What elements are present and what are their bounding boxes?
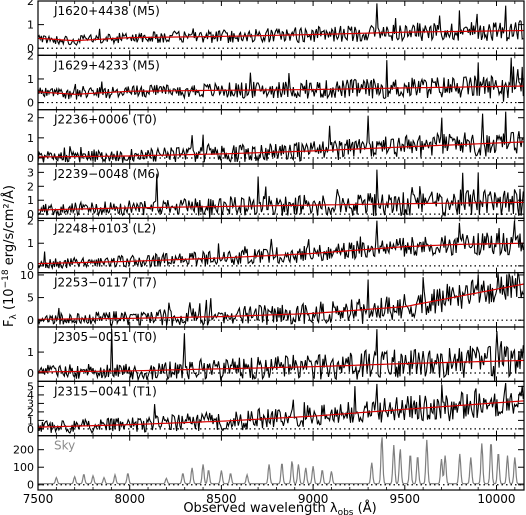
sky-spectrum-line bbox=[38, 437, 524, 485]
y-tick-label: 2 bbox=[27, 406, 34, 419]
y-tick-label: 2 bbox=[27, 112, 34, 125]
y-tick-label: 5 bbox=[27, 292, 34, 305]
y-tick-label: 10 bbox=[20, 269, 34, 282]
panel-8: 0 100 200 Sky bbox=[13, 435, 525, 492]
spectrum-line bbox=[37, 57, 524, 102]
x-tick-label: 9000 bbox=[298, 492, 329, 506]
y-tick-label: 1 bbox=[27, 19, 34, 32]
panel-0: 0 1 2 J1620+4438 (M5) bbox=[27, 0, 525, 56]
y-tick-label: 2 bbox=[27, 215, 34, 228]
panel-label: J2305−0051 (T0) bbox=[53, 330, 157, 344]
y-tick-label: 2 bbox=[27, 49, 34, 62]
template-fit-line bbox=[37, 141, 525, 158]
panel-5: 0 5 10 J2253−0117 (T7) bbox=[20, 269, 525, 328]
y-tick-label: 1 bbox=[27, 194, 34, 207]
y-tick-label: 0 bbox=[27, 260, 34, 273]
x-tick-label: 8500 bbox=[206, 492, 237, 506]
panel-6: 0 1 J2305−0051 (T0) bbox=[27, 326, 525, 382]
y-tick-label: 0 bbox=[27, 42, 34, 55]
y-tick-label: 0 bbox=[27, 423, 34, 436]
y-tick-label: 100 bbox=[13, 461, 34, 474]
y-axis-label-exp: −18 bbox=[1, 269, 11, 288]
y-tick-label: 0 bbox=[27, 152, 34, 165]
y-tick-label: 0 bbox=[27, 97, 34, 110]
y-tick-label: 0 bbox=[27, 479, 34, 492]
y-tick-label: 0 bbox=[27, 367, 34, 380]
spectrum-line bbox=[37, 220, 524, 271]
spectrum-line bbox=[37, 169, 524, 218]
x-axis-label: Observed wavelength λobs (Å) bbox=[183, 500, 376, 515]
panel-label: J2239−0048 (M6) bbox=[53, 167, 160, 181]
y-tick-label: 2 bbox=[27, 180, 34, 193]
x-tick-label: 9500 bbox=[390, 492, 421, 506]
template-fit-line bbox=[37, 400, 525, 428]
panel-4: 0 1 2 J2248+0103 (L2) bbox=[27, 215, 525, 274]
y-tick-label: 0 bbox=[27, 208, 34, 221]
panel-label: J2315−0041 (T1) bbox=[53, 384, 157, 398]
panel-2: 0 1 2 J2236+0006 (T0) bbox=[27, 109, 525, 165]
template-fit-line bbox=[37, 242, 525, 265]
panel-label: J1620+4438 (M5) bbox=[53, 4, 160, 18]
panel-label: J2248+0103 (L2) bbox=[53, 221, 156, 235]
x-axis-label-main: Observed wavelength λ bbox=[183, 501, 338, 515]
y-tick-label: 3 bbox=[27, 397, 34, 410]
template-fit-line bbox=[38, 359, 525, 373]
y-axis-label: Fλ (10−18 erg/s/cm²/Å) bbox=[1, 185, 19, 327]
y-axis-label-unit: erg/s/cm²/Å) bbox=[1, 185, 17, 269]
template-fit-line bbox=[37, 29, 525, 42]
panel-label: Sky bbox=[54, 439, 75, 453]
panel-label: J1629+4233 (M5) bbox=[53, 58, 160, 72]
y-tick-label: 2 bbox=[27, 0, 34, 8]
x-tick-label: 8000 bbox=[114, 492, 145, 506]
template-fit-line bbox=[38, 283, 525, 320]
x-tick-label: 10000 bbox=[477, 492, 515, 506]
y-tick-label: 1 bbox=[27, 132, 34, 145]
y-tick-label: 1 bbox=[27, 346, 34, 359]
x-tick-label: 7500 bbox=[23, 492, 54, 506]
panel-label: J2236+0006 (T0) bbox=[53, 113, 157, 127]
y-axis-label-main: F bbox=[2, 320, 17, 327]
template-fit-line bbox=[37, 85, 525, 95]
y-tick-label: 5 bbox=[27, 380, 34, 393]
y-tick-label: 1 bbox=[27, 73, 34, 86]
y-tick-label: 0 bbox=[27, 314, 34, 327]
panel-label: J2253−0117 (T7) bbox=[53, 276, 157, 290]
panel-1: 0 1 2 J1629+4233 (M5) bbox=[27, 49, 525, 111]
spectrum-line bbox=[37, 111, 524, 164]
x-axis-label-sub: obs bbox=[338, 508, 354, 515]
y-tick-label: 4 bbox=[27, 389, 34, 402]
y-axis-label-open: (10 bbox=[2, 288, 17, 314]
x-axis: 7500 8000 8500 9000 9500 10000 bbox=[23, 492, 516, 506]
y-tick-label: 1 bbox=[27, 414, 34, 427]
y-tick-label: 3 bbox=[27, 166, 34, 179]
x-axis-label-unit: (Å) bbox=[353, 500, 376, 515]
template-fit-line bbox=[37, 201, 525, 211]
panel-frame bbox=[37, 435, 525, 491]
y-axis-label-sub: λ bbox=[9, 314, 19, 320]
y-tick-label: 200 bbox=[13, 444, 34, 457]
y-tick-label: 1 bbox=[27, 237, 34, 250]
